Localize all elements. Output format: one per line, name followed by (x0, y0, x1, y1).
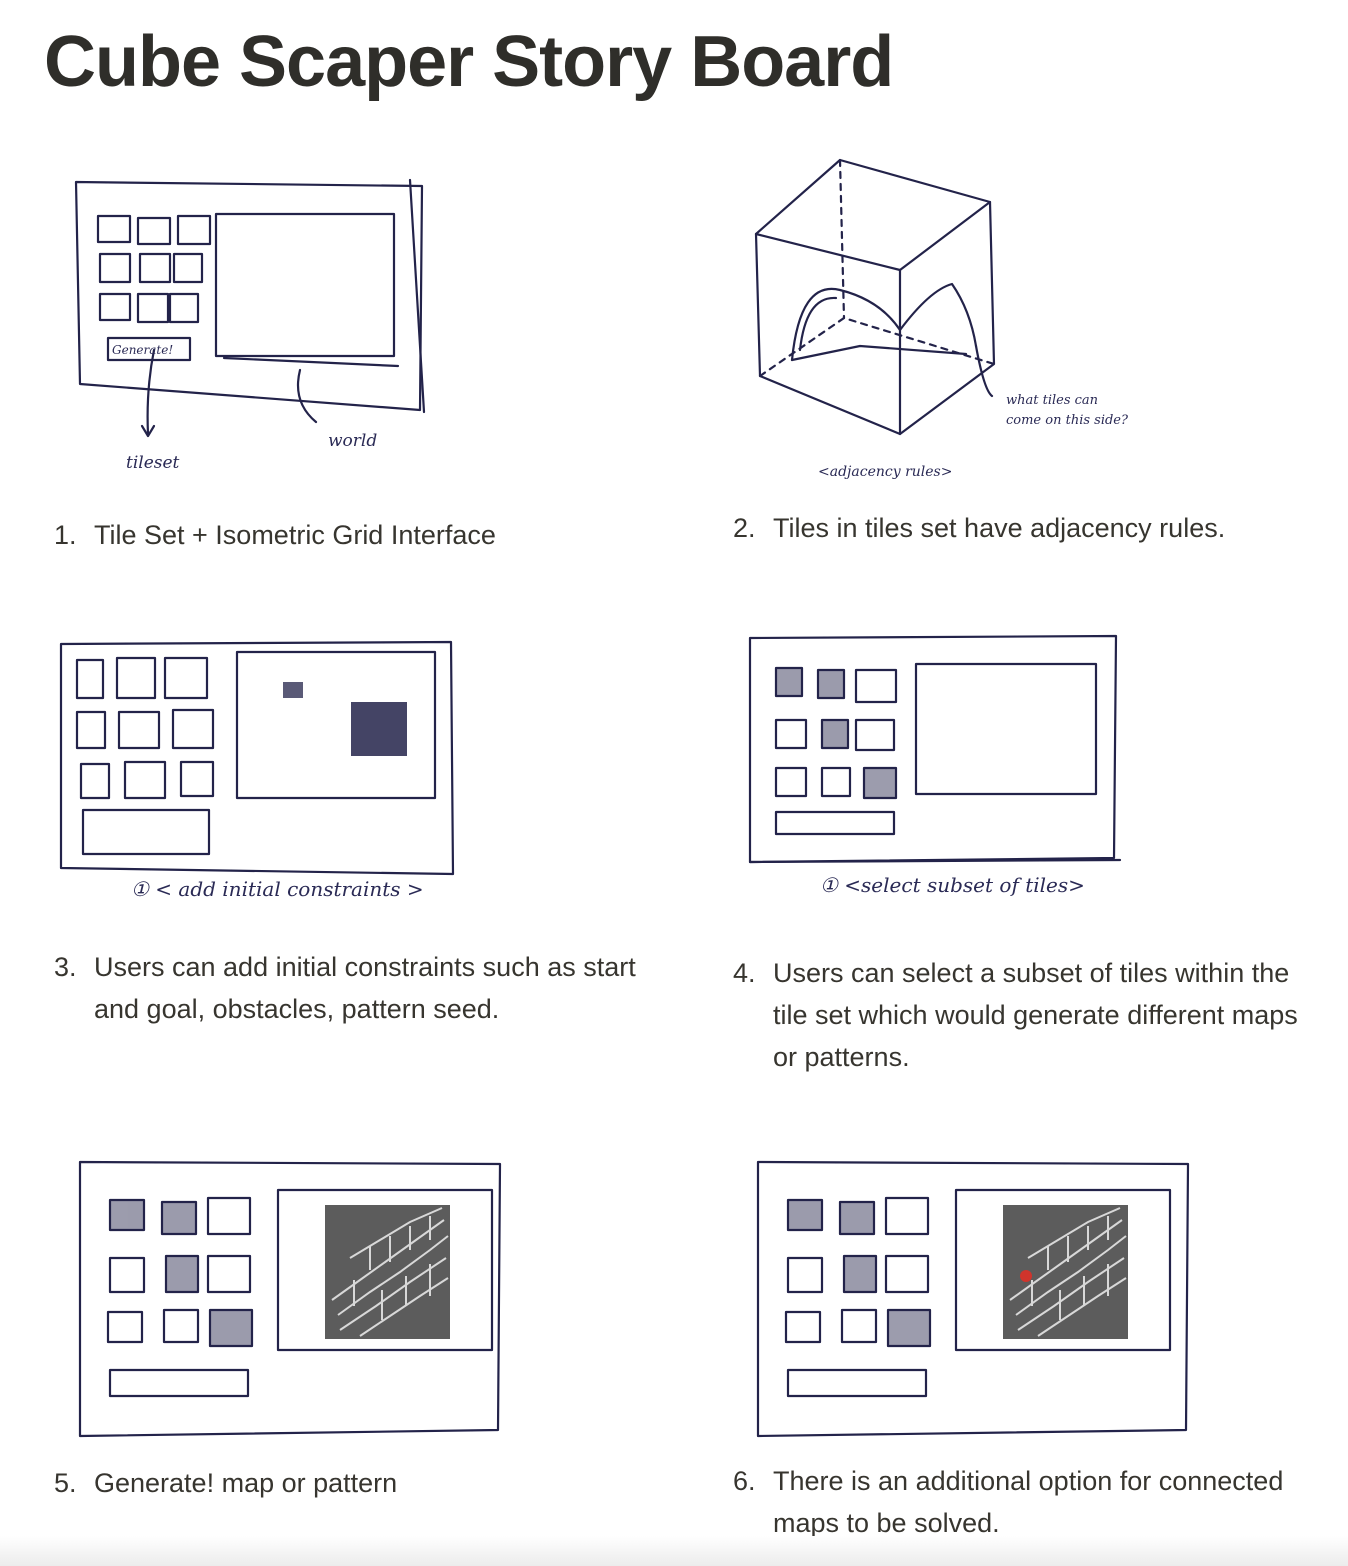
step-2-caption: 2. Tiles in tiles set have adjacency rul… (733, 507, 1323, 549)
step-1-caption: 1. Tile Set + Isometric Grid Interface (54, 514, 654, 556)
step-2-text: Tiles in tiles set have adjacency rules. (773, 513, 1226, 543)
sketch-6-drawing (756, 1160, 1190, 1438)
sketch-6-solve-map (748, 1150, 1208, 1450)
adjacency-note-line-2: come on this side? (1006, 413, 1129, 428)
sketch-5-generate-map (70, 1150, 530, 1450)
constraints-label: ① < add initial constraints > (131, 877, 424, 901)
selected-tiles (788, 1200, 930, 1346)
sketch-2-drawing: what tiles can come on this side? <adjac… (754, 158, 1129, 480)
selected-tiles (776, 668, 896, 798)
step-3-text: Users can add initial constraints such a… (94, 952, 636, 1024)
sketch-4-select-subset: ① <select subset of tiles> (740, 630, 1130, 910)
sketch-2-adjacency-cube: what tiles can come on this side? <adjac… (740, 150, 1140, 490)
sketch-4-drawing: ① <select subset of tiles> (748, 634, 1122, 897)
step-1-text: Tile Set + Isometric Grid Interface (94, 520, 496, 550)
step-4-text: Users can select a subset of tiles withi… (773, 958, 1298, 1072)
sketch-1-tileset-world: Generate! tileset world (70, 170, 440, 480)
sketch-3-drawing: ① < add initial constraints > (59, 640, 455, 901)
page-title: Cube Scaper Story Board (44, 22, 894, 102)
start-goal-marker (283, 682, 303, 698)
generated-maze-image (325, 1205, 450, 1339)
tileset-label: tileset (126, 453, 180, 473)
step-6-text: There is an additional option for connec… (773, 1466, 1284, 1538)
sketch-5-drawing (78, 1160, 502, 1438)
step-2-number: 2. (733, 513, 756, 543)
sketch-3-initial-constraints: ① < add initial constraints > (55, 630, 465, 910)
solve-start-marker (1020, 1270, 1032, 1282)
adjacency-note-line-1: what tiles can (1006, 393, 1098, 408)
step-6-caption: 6. There is an additional option for con… (733, 1460, 1323, 1544)
step-6-number: 6. (733, 1466, 756, 1496)
step-4-number: 4. (733, 958, 756, 988)
step-5-text: Generate! map or pattern (94, 1468, 398, 1498)
world-label: world (328, 431, 377, 451)
selected-tiles (110, 1200, 252, 1346)
step-1-number: 1. (54, 520, 77, 550)
adjacency-rules-label: <adjacency rules> (818, 464, 952, 480)
step-5-caption: 5. Generate! map or pattern (54, 1462, 674, 1504)
bottom-fade-bar (0, 1536, 1348, 1566)
step-5-number: 5. (54, 1468, 77, 1498)
obstacle-marker (351, 702, 407, 756)
step-3-number: 3. (54, 952, 77, 982)
subset-label: ① <select subset of tiles> (820, 873, 1085, 897)
step-4-caption: 4. Users can select a subset of tiles wi… (733, 952, 1323, 1078)
generate-label: Generate! (112, 343, 173, 357)
sketch-1-drawing: Generate! tileset world (74, 178, 426, 473)
step-3-caption: 3. Users can add initial constraints suc… (54, 946, 674, 1030)
